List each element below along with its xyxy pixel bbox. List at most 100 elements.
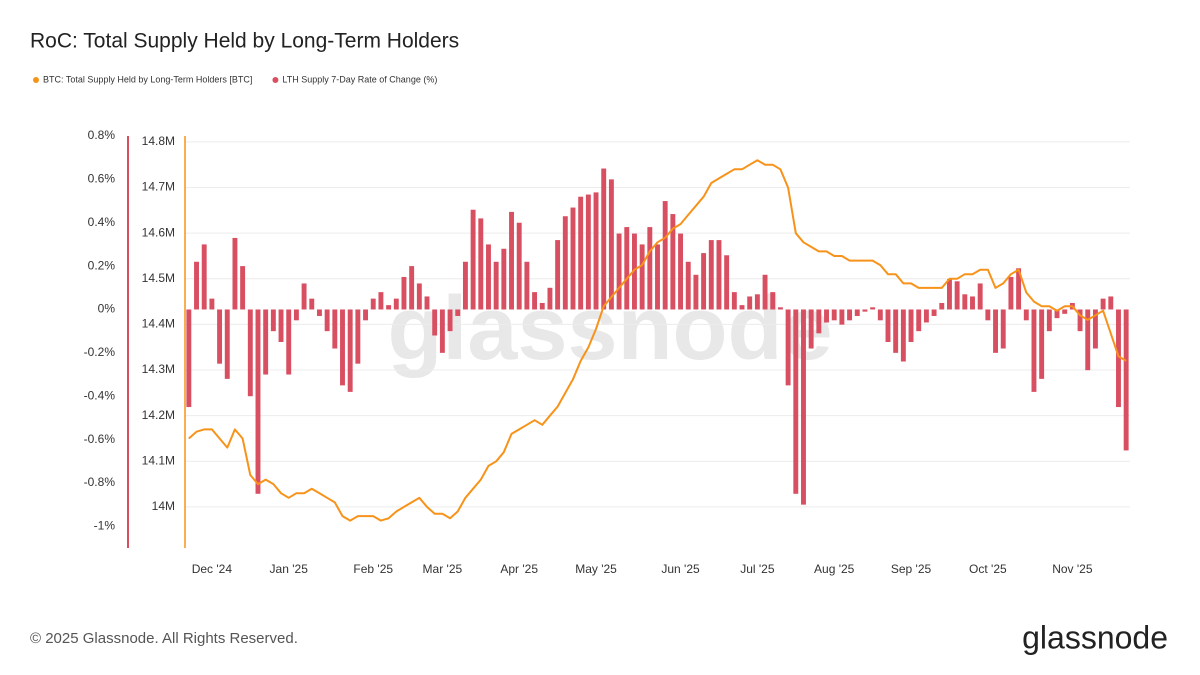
bar bbox=[393, 298, 399, 310]
bar bbox=[509, 211, 514, 310]
y-tick-label: 0.2% bbox=[88, 258, 116, 272]
bar bbox=[432, 309, 438, 336]
bar bbox=[532, 292, 538, 310]
bar bbox=[747, 296, 753, 310]
bar bbox=[201, 244, 207, 310]
bar bbox=[1062, 309, 1068, 314]
bar bbox=[793, 309, 799, 494]
bar bbox=[631, 233, 637, 310]
bar bbox=[547, 287, 553, 310]
legend-marker bbox=[33, 77, 39, 83]
bar bbox=[970, 296, 975, 310]
bar bbox=[493, 261, 499, 310]
y-tick-label: -0.4% bbox=[84, 388, 116, 402]
bar bbox=[555, 240, 561, 310]
bar bbox=[332, 309, 338, 349]
bar bbox=[478, 218, 484, 310]
legend-marker bbox=[272, 77, 279, 83]
bar bbox=[870, 307, 876, 310]
bar bbox=[701, 253, 707, 310]
y2-tick-label: 14.7M bbox=[142, 180, 175, 194]
bar bbox=[1023, 309, 1029, 321]
y-tick-label: 0% bbox=[98, 302, 116, 316]
bar bbox=[831, 309, 837, 321]
y2-tick-label: 14.5M bbox=[142, 271, 175, 285]
bar bbox=[678, 233, 684, 310]
bar bbox=[270, 309, 276, 332]
bar bbox=[985, 309, 991, 321]
bar bbox=[777, 307, 783, 310]
bar bbox=[1008, 276, 1014, 310]
bar bbox=[1077, 309, 1083, 332]
y2-tick-label: 14.2M bbox=[142, 408, 175, 422]
y2-tick-label: 14.4M bbox=[142, 317, 175, 331]
bar bbox=[401, 276, 407, 310]
bar bbox=[647, 227, 653, 310]
x-tick-label: Dec '24 bbox=[192, 562, 233, 576]
bar bbox=[585, 194, 591, 310]
y-tick-label: -0.6% bbox=[84, 432, 116, 446]
bar bbox=[770, 292, 776, 310]
bar bbox=[946, 279, 952, 310]
bar bbox=[240, 266, 246, 310]
bar bbox=[439, 309, 445, 353]
bar bbox=[877, 309, 883, 321]
bar bbox=[470, 209, 476, 310]
bar bbox=[1039, 309, 1045, 379]
bar bbox=[693, 274, 699, 310]
bar bbox=[739, 305, 745, 310]
chart-title: RoC: Total Supply Held by Long-Term Hold… bbox=[30, 30, 459, 53]
x-tick-label: May '25 bbox=[575, 562, 617, 576]
bar bbox=[900, 309, 906, 362]
bar bbox=[1016, 268, 1022, 310]
bar bbox=[562, 216, 568, 310]
bar bbox=[931, 309, 937, 316]
bar bbox=[301, 283, 307, 310]
line bbox=[188, 159, 1127, 522]
bar bbox=[923, 309, 929, 323]
bar bbox=[355, 309, 361, 364]
bar bbox=[194, 261, 199, 310]
logo: glassnode bbox=[1022, 619, 1168, 655]
x-tick-label: Aug '25 bbox=[814, 562, 855, 576]
bar bbox=[655, 244, 660, 310]
bar bbox=[962, 294, 968, 310]
bar bbox=[378, 292, 384, 310]
bar bbox=[316, 309, 322, 316]
bar bbox=[232, 237, 238, 310]
x-tick-label: Jun '25 bbox=[661, 562, 700, 576]
bar bbox=[363, 309, 369, 321]
x-tick-label: Feb '25 bbox=[353, 562, 393, 576]
bar bbox=[808, 309, 814, 349]
bar bbox=[578, 196, 584, 310]
bar bbox=[885, 309, 891, 342]
bar bbox=[486, 244, 491, 310]
bar bbox=[639, 244, 645, 310]
bar bbox=[224, 309, 230, 379]
bar bbox=[916, 309, 922, 332]
bar bbox=[1100, 298, 1106, 310]
bar bbox=[447, 309, 453, 332]
bar bbox=[670, 214, 676, 310]
bar bbox=[754, 294, 760, 310]
bar bbox=[593, 192, 599, 310]
bar bbox=[186, 309, 192, 408]
bar bbox=[847, 309, 853, 321]
bar bbox=[1085, 309, 1091, 371]
bar bbox=[954, 281, 960, 310]
bar bbox=[624, 227, 630, 310]
y2-tick-label: 14.1M bbox=[142, 453, 175, 467]
legend-label: BTC: Total Supply Held by Long-Term Hold… bbox=[43, 74, 252, 84]
bar bbox=[993, 309, 999, 353]
bar bbox=[939, 302, 945, 310]
bar bbox=[785, 309, 791, 386]
x-tick-label: Jan '25 bbox=[270, 562, 309, 576]
legend-label: LTH Supply 7-Day Rate of Change (%) bbox=[282, 74, 437, 84]
bar bbox=[217, 309, 223, 364]
bar bbox=[893, 309, 899, 353]
x-tick-label: Mar '25 bbox=[423, 562, 463, 576]
x-tick-label: Jul '25 bbox=[740, 562, 775, 576]
bar bbox=[501, 248, 507, 310]
bar bbox=[347, 309, 353, 392]
y2-tick-label: 14.8M bbox=[142, 134, 175, 148]
